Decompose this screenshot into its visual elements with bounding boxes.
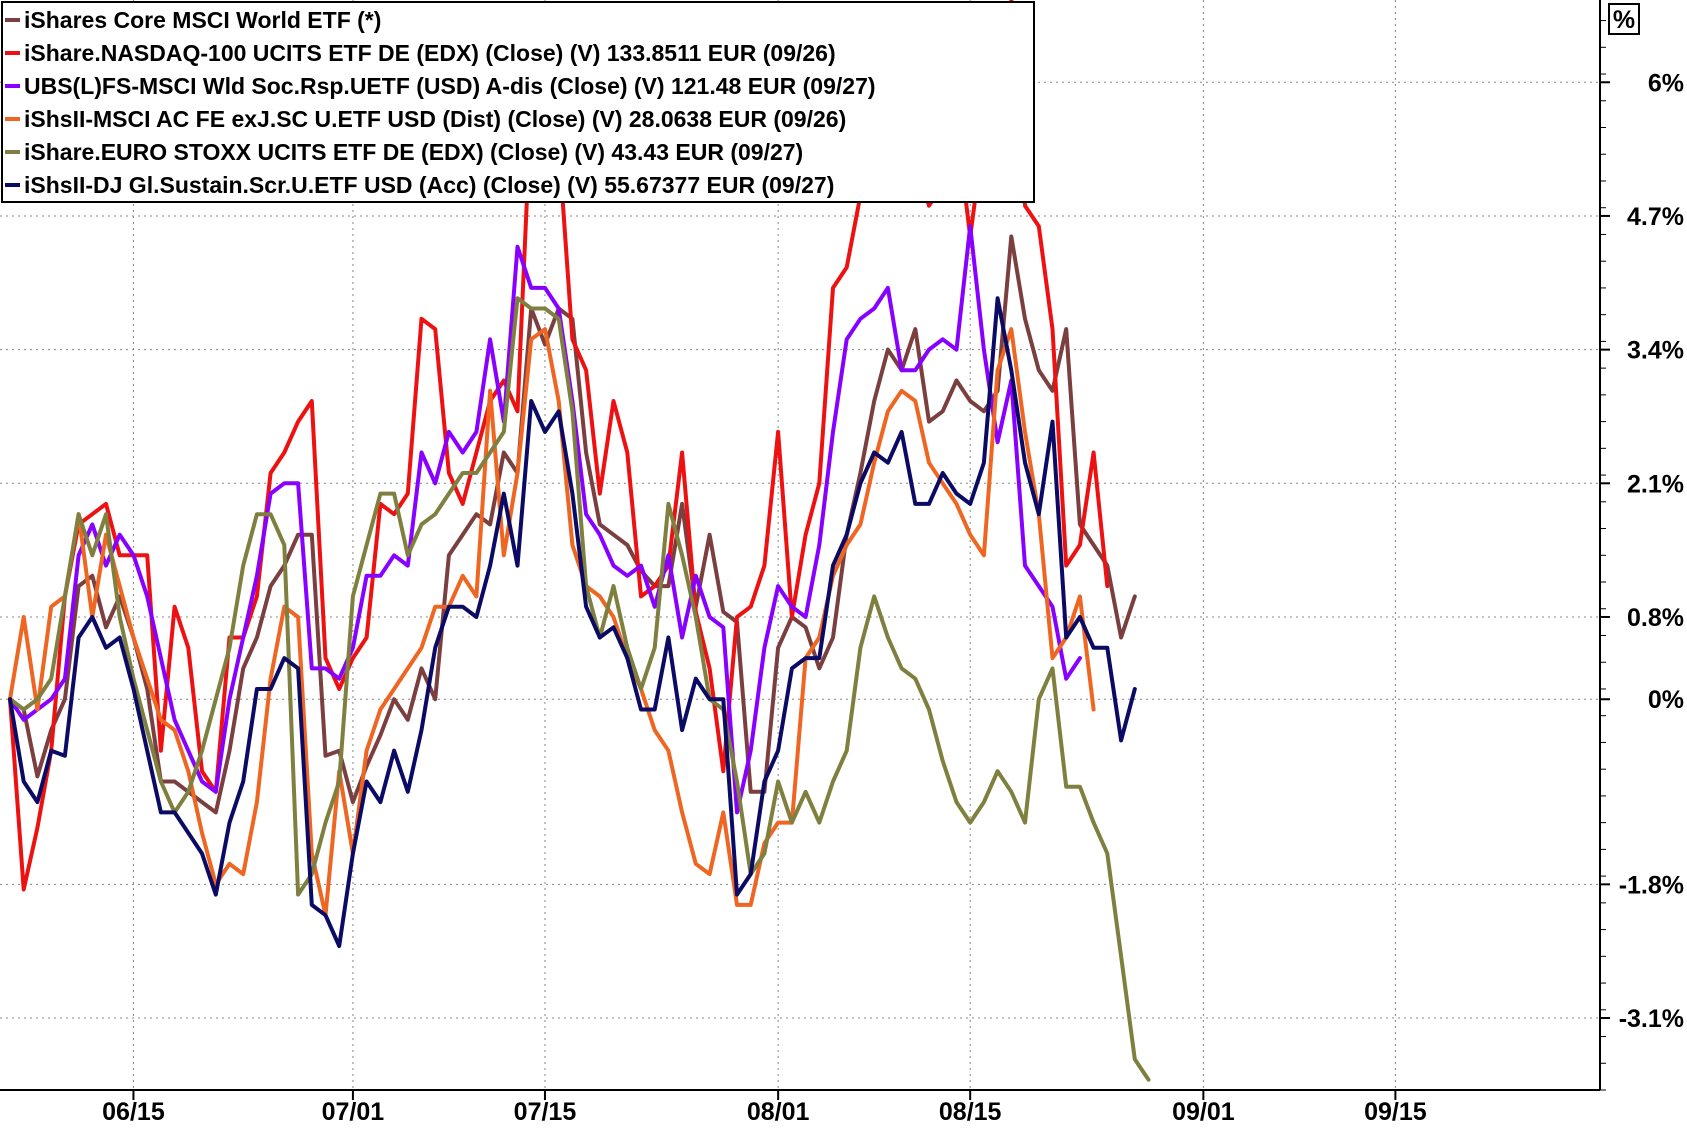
unit-label-box: % [1608,3,1640,35]
legend-label: iShare.EURO STOXX UCITS ETF DE (EDX) (Cl… [24,139,803,165]
x-tick-label: 09/01 [1172,1098,1235,1126]
x-tick-label: 06/15 [102,1098,165,1126]
x-tick-label: 09/15 [1364,1098,1427,1126]
legend: iShares Core MSCI World ETF (*) iShare.NA… [1,1,1035,203]
x-tick-label: 08/01 [747,1098,810,1126]
y-tick-label: -1.8% [1619,871,1684,899]
series-line [8,224,1082,815]
legend-label: iShsII-MSCI AC FE exJ.SC U.ETF USD (Dist… [24,106,846,132]
unit-label: % [1613,6,1635,34]
y-tick-label: 2.1% [1627,470,1684,498]
x-tick-label: 08/15 [939,1098,1002,1126]
y-tick-label: 0.8% [1627,604,1684,632]
legend-label: iShares Core MSCI World ETF (*) [24,7,381,33]
y-tick-label: 0% [1648,686,1684,714]
x-tick-label: 07/01 [322,1098,385,1126]
legend-label: iShsII-DJ Gl.Sustain.Scr.U.ETF USD (Acc)… [24,172,834,198]
legend-label: iShare.NASDAQ-100 UCITS ETF DE (EDX) (Cl… [24,40,836,66]
y-tick-label: 6% [1648,69,1684,97]
x-tick-label: 07/15 [514,1098,577,1126]
legend-label: UBS(L)FS-MSCI Wld Soc.Rsp.UETF (USD) A-d… [24,73,876,99]
y-tick-label: -3.1% [1619,1005,1684,1033]
y-tick-label: 4.7% [1627,203,1684,231]
series-line [8,296,1137,948]
axes: 6% 4.7% 3.4% 2.1% 0.8% 0% -1.8% -3.1% 06/15 07/01… [102,20,1684,1126]
legend-box [1,1,1035,203]
unit-label-frame [1608,3,1640,35]
series-line [8,296,1151,1082]
y-tick-label: 3.4% [1627,337,1684,365]
